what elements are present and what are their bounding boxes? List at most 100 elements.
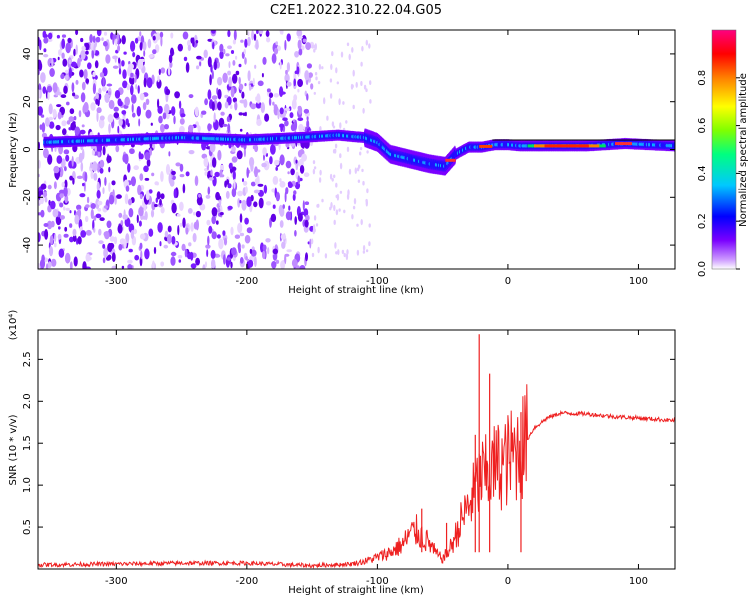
noise-blob — [336, 81, 339, 85]
noise-blob — [144, 152, 151, 161]
noise-blob — [61, 34, 67, 38]
noise-blob — [160, 36, 163, 47]
noise-blob — [76, 175, 83, 179]
noise-blob — [306, 116, 309, 121]
noise-blob — [46, 85, 53, 93]
noise-blob — [105, 54, 111, 64]
noise-blob — [72, 234, 77, 242]
spectrogram-xlabel: Height of straight line (km) — [288, 285, 424, 296]
noise-blob — [293, 190, 297, 196]
noise-blob — [53, 181, 57, 190]
noise-blob — [38, 199, 43, 204]
noise-blob — [359, 151, 362, 156]
noise-blob — [43, 37, 49, 44]
x-tick-label: -100 — [366, 576, 389, 587]
noise-blob — [196, 55, 202, 60]
noise-blob — [107, 114, 114, 123]
noise-blob — [239, 213, 243, 223]
noise-blob — [284, 73, 290, 83]
noise-blob — [160, 193, 165, 200]
noise-blob — [99, 72, 104, 78]
noise-blob — [346, 249, 349, 255]
noise-blob — [58, 226, 61, 230]
noise-blob — [272, 101, 275, 106]
snr-panel: -300 -200 -100 0 100 0.5 1.0 1.5 2.0 2.5 Height o… — [8, 310, 676, 596]
noise-blob — [240, 39, 244, 43]
noise-blob — [57, 111, 62, 120]
noise-blob — [313, 48, 316, 53]
noise-blob — [157, 75, 160, 83]
noise-blob — [85, 215, 89, 223]
noise-blob — [59, 215, 65, 220]
noise-blob — [211, 30, 216, 34]
noise-blob — [219, 51, 224, 59]
noise-blob — [227, 205, 233, 210]
noise-blob — [311, 252, 315, 258]
noise-blob — [348, 168, 352, 175]
noise-blob — [153, 246, 157, 255]
noise-blob — [211, 95, 218, 100]
noise-blob — [212, 157, 217, 168]
noise-blob — [254, 64, 257, 69]
noise-blob — [260, 102, 265, 114]
noise-blob — [209, 74, 212, 86]
noise-blob — [262, 56, 267, 65]
noise-blob — [238, 76, 241, 85]
noise-blob — [130, 40, 136, 52]
noise-blob — [136, 214, 139, 224]
noise-blob — [368, 241, 371, 247]
noise-blob — [113, 106, 119, 112]
noise-blob — [252, 77, 255, 86]
noise-blob — [152, 49, 157, 55]
noise-blob — [173, 188, 177, 199]
noise-blob — [130, 72, 134, 78]
noise-blob — [95, 213, 102, 219]
noise-blob — [48, 116, 54, 121]
noise-blob — [292, 193, 296, 201]
noise-blob — [281, 30, 284, 35]
noise-blob — [156, 191, 161, 200]
noise-blob — [300, 45, 305, 51]
noise-blob — [289, 112, 294, 119]
noise-blob — [157, 105, 163, 114]
noise-blob — [139, 41, 143, 51]
noise-blob — [216, 234, 221, 239]
noise-blob — [46, 220, 53, 230]
spectrogram-ylabel: Frequency (Hz) — [8, 112, 19, 188]
noise-blob — [111, 252, 116, 263]
noise-blob — [57, 56, 60, 61]
noise-blob — [118, 243, 123, 251]
noise-blob — [126, 83, 131, 91]
noise-blob — [248, 84, 252, 91]
noise-blob — [297, 117, 304, 122]
noise-blob — [204, 98, 209, 106]
noise-blob — [92, 83, 96, 95]
noise-blob — [68, 59, 72, 65]
noise-blob — [238, 112, 243, 116]
noise-blob — [152, 35, 156, 41]
noise-blob — [40, 183, 47, 190]
noise-blob — [265, 30, 270, 37]
noise-blob — [104, 92, 110, 103]
noise-blob — [190, 263, 197, 269]
noise-blob — [284, 39, 287, 51]
noise-blob — [272, 175, 279, 185]
colorbar-tick-label: 0.2 — [697, 213, 708, 229]
noise-blob — [115, 145, 120, 153]
noise-blob — [225, 190, 230, 199]
noise-blob — [257, 183, 264, 187]
noise-blob — [280, 260, 286, 269]
noise-blob — [133, 165, 139, 171]
noise-blob — [368, 43, 371, 49]
noise-blob — [139, 242, 143, 250]
noise-blob — [250, 103, 257, 110]
noise-blob — [145, 109, 152, 119]
noise-blob — [305, 42, 311, 51]
noise-blob — [242, 178, 244, 183]
noise-blob — [331, 121, 335, 127]
noise-blob — [85, 229, 92, 236]
noise-blob — [227, 45, 232, 50]
noise-blob — [109, 236, 116, 242]
noise-blob — [337, 249, 340, 256]
